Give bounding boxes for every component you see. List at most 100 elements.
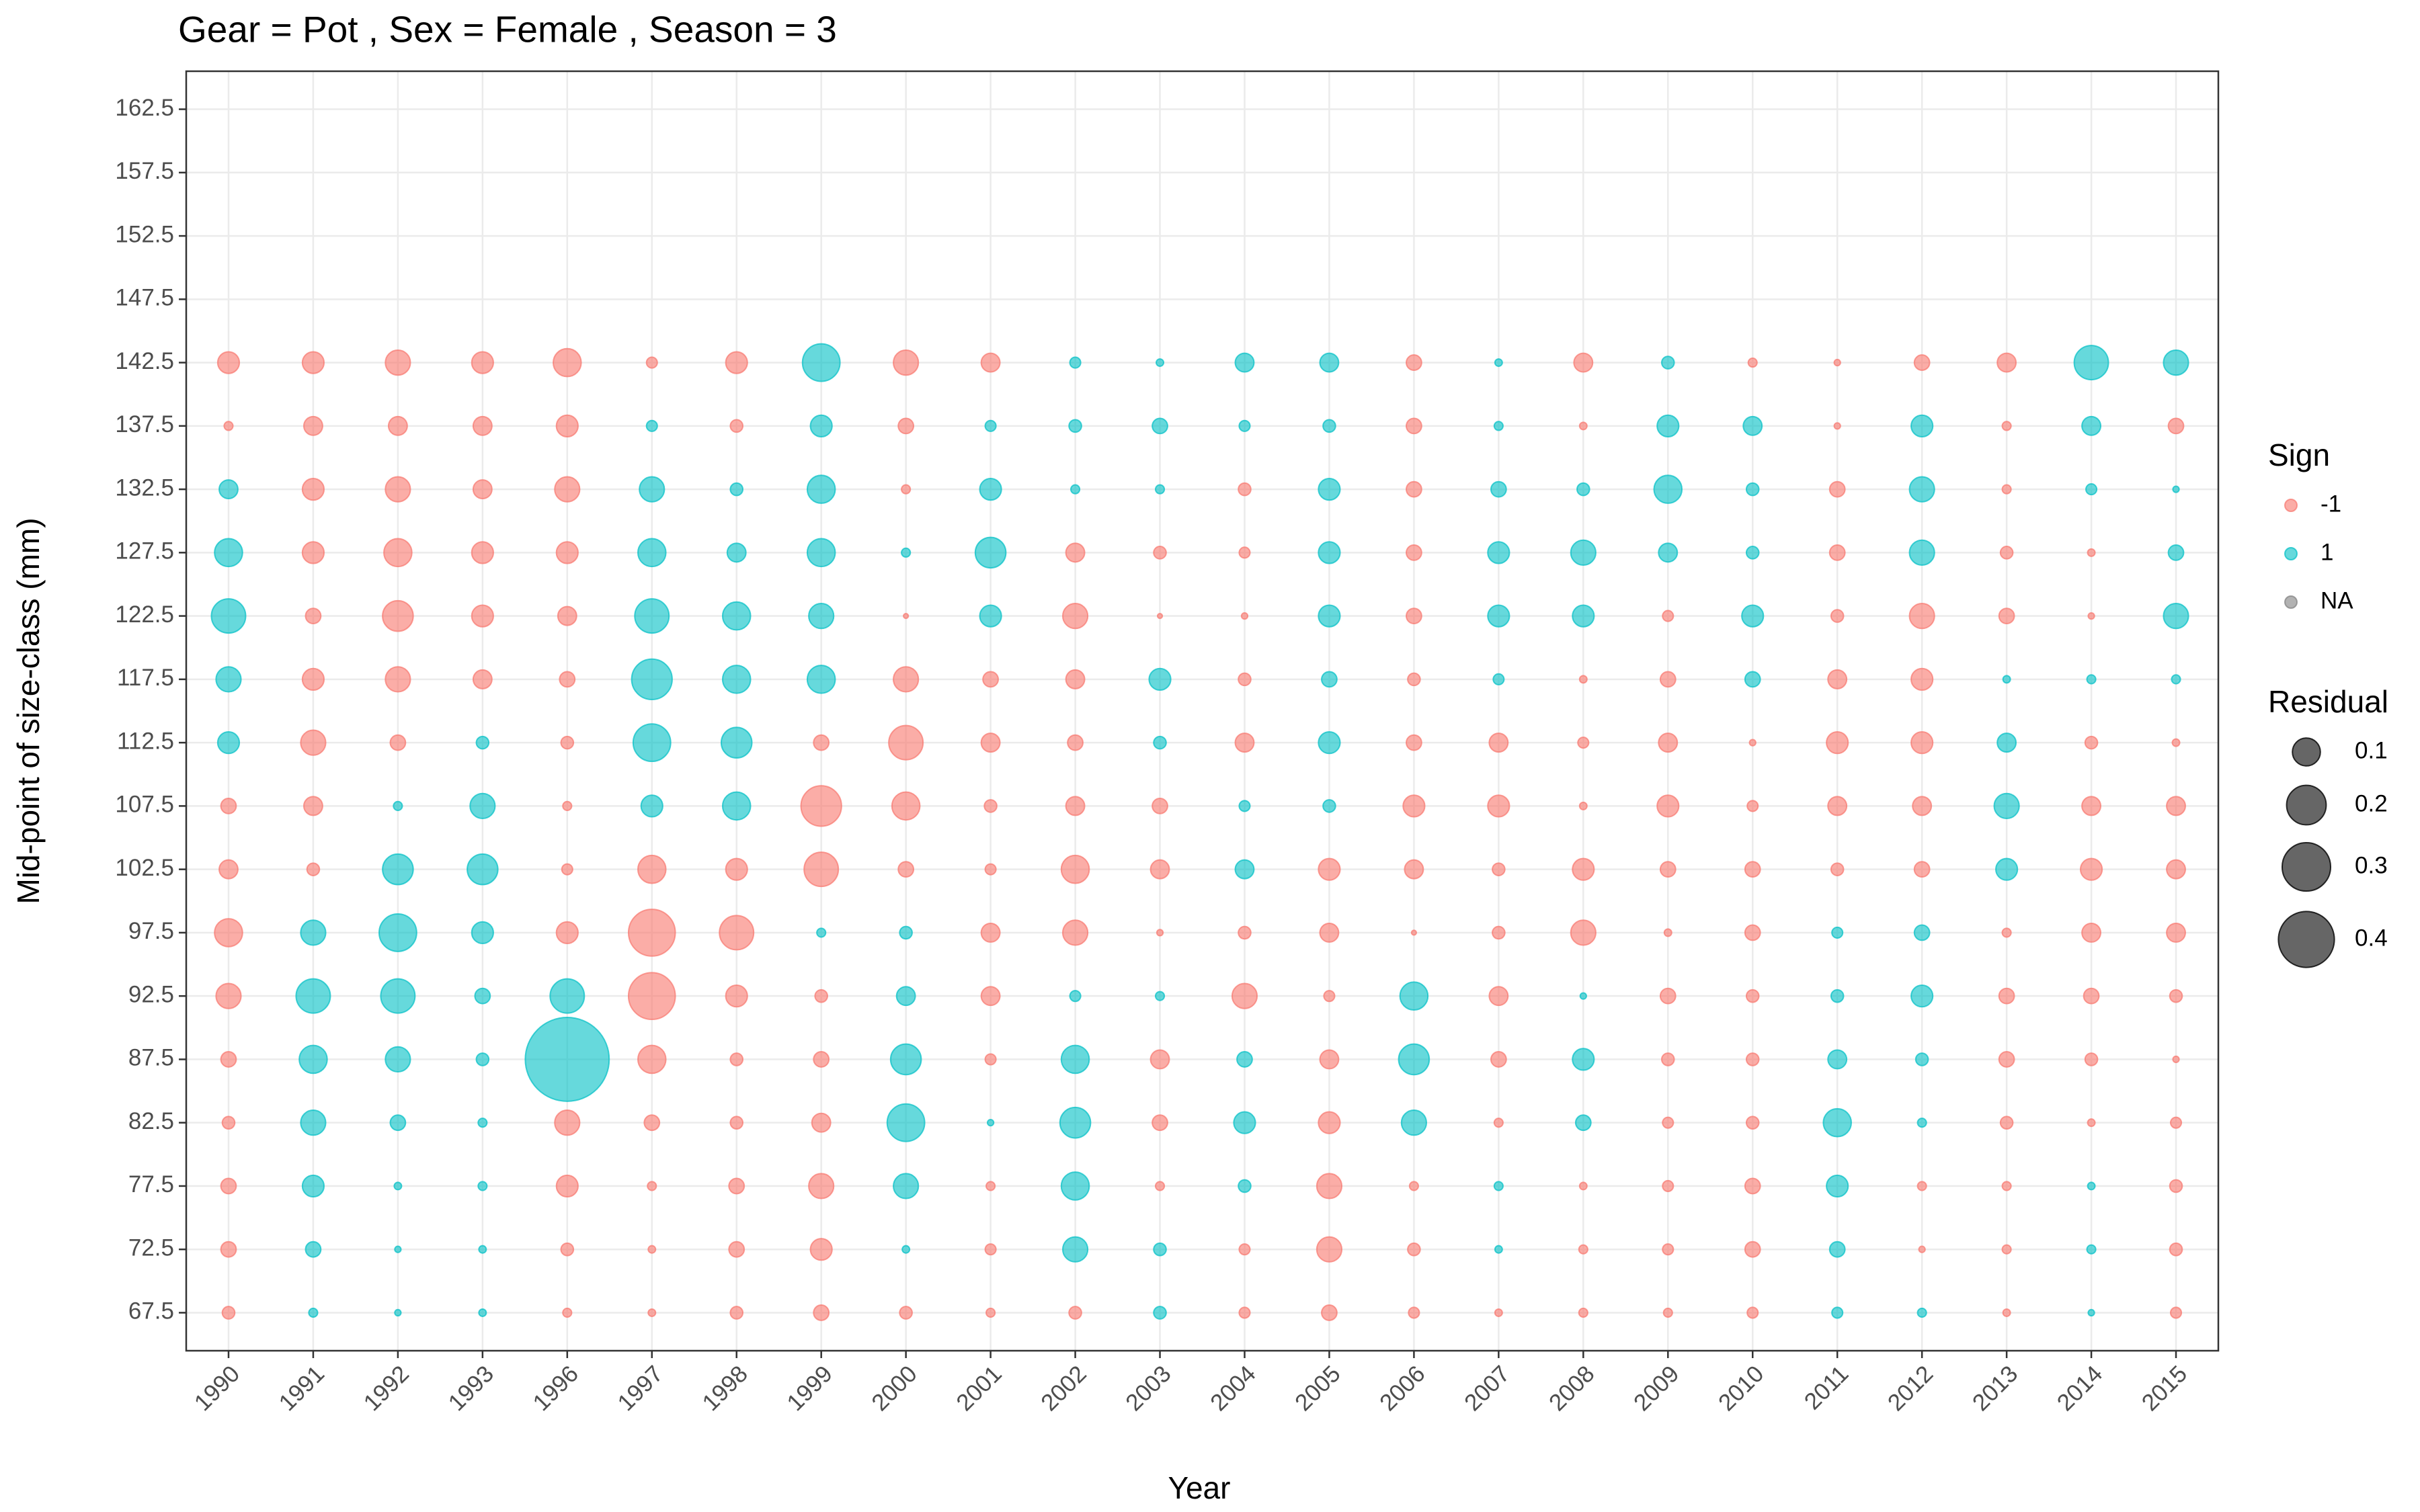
bubble bbox=[1744, 671, 1761, 688]
bubble bbox=[1233, 1111, 1256, 1134]
bubble bbox=[816, 927, 827, 938]
bubble bbox=[1060, 1171, 1090, 1201]
bubble bbox=[1913, 861, 1931, 878]
bubble bbox=[809, 1238, 833, 1261]
bubble bbox=[1238, 546, 1251, 559]
bubble bbox=[1662, 1116, 1675, 1129]
bubble bbox=[1578, 1244, 1588, 1255]
bubble bbox=[1318, 1111, 1341, 1134]
bubble bbox=[210, 598, 247, 634]
y-tick-label: 162.5 bbox=[115, 95, 174, 121]
bubble bbox=[806, 665, 836, 694]
bubble bbox=[2166, 859, 2186, 880]
bubble bbox=[640, 794, 663, 818]
bubble bbox=[1069, 356, 1082, 369]
bubble bbox=[1231, 982, 1258, 1009]
bubble bbox=[1993, 792, 2020, 819]
bubble bbox=[721, 791, 752, 821]
bubble bbox=[1572, 857, 1595, 881]
bubble bbox=[1148, 667, 1172, 691]
bubble bbox=[1827, 796, 1848, 816]
bubble bbox=[1318, 541, 1341, 564]
bubble bbox=[1744, 861, 1761, 878]
bubble bbox=[1407, 672, 1421, 687]
bubble bbox=[1917, 1307, 1927, 1318]
bubble bbox=[1908, 476, 1935, 503]
bubble bbox=[1653, 474, 1683, 504]
bubble bbox=[1238, 672, 1252, 687]
bubble bbox=[2081, 922, 2102, 943]
bubble bbox=[985, 1307, 996, 1318]
bubble bbox=[1492, 862, 1506, 876]
bubble bbox=[301, 477, 325, 501]
bubble bbox=[1994, 857, 2019, 881]
bubble bbox=[1238, 1179, 1252, 1193]
bubble bbox=[1578, 421, 1588, 431]
bubble bbox=[1408, 1181, 1419, 1191]
bubble bbox=[2169, 1179, 2183, 1193]
bubble bbox=[1912, 796, 1933, 816]
bubble bbox=[2167, 417, 2185, 435]
bubble bbox=[1405, 480, 1422, 498]
legend-size-marker bbox=[2286, 784, 2327, 826]
chart-title: Gear = Pot , Sex = Female , Season = 3 bbox=[178, 9, 837, 50]
bubble bbox=[2171, 738, 2181, 747]
bubble bbox=[813, 1304, 830, 1321]
bubble bbox=[1744, 1177, 1761, 1195]
bubble bbox=[1318, 477, 1341, 501]
bubble bbox=[1316, 1236, 1343, 1263]
bubble bbox=[1238, 800, 1251, 812]
bubble bbox=[1404, 859, 1424, 880]
bubble bbox=[2002, 675, 2011, 684]
bubble bbox=[1659, 671, 1677, 688]
bubble bbox=[1746, 1306, 1759, 1319]
bubble bbox=[1826, 731, 1849, 755]
bubble bbox=[1154, 1181, 1166, 1191]
bubble bbox=[813, 734, 830, 751]
bubble bbox=[2169, 1306, 2183, 1319]
bubble bbox=[637, 538, 667, 568]
bubble bbox=[893, 349, 920, 376]
bubble bbox=[305, 1241, 322, 1258]
bubble bbox=[803, 851, 840, 888]
bubble bbox=[1748, 739, 1757, 747]
bubble bbox=[974, 536, 1007, 569]
bubble bbox=[1999, 1116, 2014, 1130]
bubble bbox=[809, 414, 833, 437]
bubble bbox=[808, 1173, 835, 1200]
bubble bbox=[1662, 1307, 1673, 1318]
bubble bbox=[1913, 924, 1931, 941]
bubble bbox=[380, 978, 416, 1014]
bubble bbox=[2084, 1052, 2099, 1066]
y-tick-label: 82.5 bbox=[128, 1108, 174, 1134]
bubble bbox=[2085, 483, 2098, 496]
bubble bbox=[1913, 354, 1931, 371]
bubble bbox=[1662, 1243, 1675, 1256]
bubble bbox=[813, 1051, 830, 1068]
bubble bbox=[1577, 737, 1590, 749]
bubble bbox=[720, 726, 753, 759]
bubble bbox=[721, 601, 752, 631]
bubble bbox=[1745, 546, 1760, 560]
legend-title: Sign bbox=[2268, 437, 2330, 472]
bubble bbox=[627, 909, 676, 957]
bubble bbox=[1490, 480, 1507, 498]
bubble bbox=[1487, 541, 1510, 564]
bubble bbox=[1152, 1114, 1168, 1132]
bubble bbox=[1323, 990, 1336, 1003]
bubble bbox=[1827, 1049, 1848, 1070]
bubble bbox=[1826, 1174, 1849, 1198]
bubble bbox=[980, 352, 1001, 373]
bubble bbox=[979, 604, 1002, 628]
bubble bbox=[1236, 1051, 1253, 1068]
bubble bbox=[215, 982, 242, 1009]
bubble bbox=[725, 984, 748, 1008]
y-tick-label: 147.5 bbox=[115, 285, 174, 311]
bubble bbox=[1660, 355, 1675, 370]
bubble bbox=[1154, 484, 1166, 495]
bubble bbox=[1061, 603, 1089, 630]
bubble bbox=[1153, 1306, 1167, 1320]
bubble bbox=[1068, 419, 1082, 433]
bubble bbox=[1918, 1245, 1926, 1253]
bubble bbox=[1318, 857, 1341, 881]
